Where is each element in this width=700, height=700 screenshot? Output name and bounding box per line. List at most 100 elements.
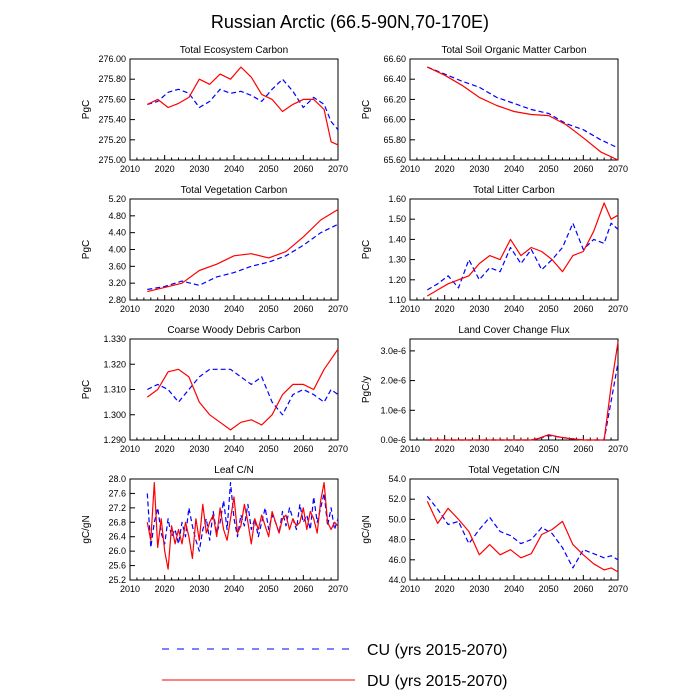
panel-title: Total Ecosystem Carbon [180,45,288,56]
series-line-du [427,66,619,161]
plot-frame [409,478,619,581]
legend-cu-label: CU (yrs 2015-2070) [367,642,508,659]
plot-frame [129,58,339,161]
x-tick-label: 2040 [504,444,524,454]
chart-panel: Coarse Woody Debris Carbon PgC 2010 2020 203… [81,325,348,454]
x-tick-label: 2010 [120,164,140,174]
chart-panel: Total Litter Carbon PgC 2010 2020 2030 2040 20… [361,185,628,314]
y-tick-label: 3.60 [108,261,126,271]
x-tick-label: 2040 [224,444,244,454]
y-tick-label: 2.80 [108,295,126,305]
y-tick-label: 54.0 [388,474,406,484]
y-tick-label: 28.0 [108,474,126,484]
y-tick-label: 275.60 [98,94,126,104]
x-tick-label: 2030 [469,304,489,314]
y-tick-label: 1.10 [388,295,406,305]
x-tick-label: 2010 [400,584,420,594]
x-tick-label: 2060 [293,444,313,454]
series-line-du [146,348,339,431]
chart-panel: Total Vegetation Carbon PgC 2010 2020 2030 20… [81,185,348,314]
y-tick-label: 65.80 [383,135,406,145]
y-axis-label: PgC [81,100,92,119]
y-tick-label: 1.20 [388,275,406,285]
plot-frame [409,198,619,301]
x-tick-label: 2060 [573,304,593,314]
series-line-du [426,202,619,297]
y-axis-label: PgC [361,240,372,259]
chart-panel: Total Vegetation C/N gC/gN 2010 2020 2030 204… [361,465,628,594]
x-tick-label: 2070 [328,584,348,594]
series-line-du [146,482,339,570]
x-tick-label: 2040 [504,584,524,594]
y-tick-label: 25.6 [108,561,126,571]
y-tick-label: 66.60 [383,54,406,64]
x-tick-label: 2030 [189,444,209,454]
y-tick-label: 275.20 [98,135,126,145]
x-tick-label: 2030 [469,164,489,174]
x-tick-label: 2060 [573,444,593,454]
panel-title: Total Vegetation Carbon [181,185,288,196]
x-tick-label: 2020 [435,584,455,594]
y-tick-label: 26.8 [108,517,126,527]
x-tick-label: 2070 [328,304,348,314]
x-tick-label: 2010 [120,584,140,594]
chart-panel: Leaf C/N gC/gN 2010 2020 2030 2040 2050 2060 207… [81,465,348,594]
x-tick-label: 2060 [573,584,593,594]
panel-title: Total Soil Organic Matter Carbon [441,45,586,56]
panel-title: Leaf C/N [214,465,253,476]
y-tick-label: 0.0e-6 [380,435,406,445]
y-tick-label: 1.50 [388,214,406,224]
x-tick-label: 2060 [293,304,313,314]
y-tick-label: 4.80 [108,211,126,221]
x-tick-label: 2050 [259,444,279,454]
series-line-cu [426,495,619,569]
x-tick-label: 2020 [435,304,455,314]
y-tick-label: 1.300 [103,410,126,420]
y-tick-label: 1.310 [103,385,126,395]
y-tick-label: 27.2 [108,503,126,513]
y-tick-label: 1.60 [388,194,406,204]
panel-title: Total Litter Carbon [473,185,555,196]
plot-frame [409,338,619,441]
x-tick-label: 2020 [435,444,455,454]
x-tick-label: 2070 [608,444,628,454]
y-tick-label: 275.00 [98,155,126,165]
y-tick-label: 52.0 [388,494,406,504]
chart-panel: Total Soil Organic Matter Carbon PgC 2010 2… [361,45,628,174]
y-tick-label: 1.30 [388,255,406,265]
y-tick-label: 3.20 [108,278,126,288]
y-tick-label: 66.20 [383,94,406,104]
x-tick-label: 2050 [259,304,279,314]
series-line-cu [147,223,339,291]
x-tick-label: 2040 [224,164,244,174]
series-line-cu [427,362,619,441]
y-axis-label: PgC [81,380,92,399]
plot-frame [129,198,339,301]
y-tick-label: 44.0 [388,575,406,585]
x-tick-label: 2040 [224,584,244,594]
y-tick-label: 4.40 [108,228,126,238]
y-tick-label: 26.4 [108,532,126,542]
y-axis-label: PgC [361,100,372,119]
x-tick-label: 2060 [573,164,593,174]
x-tick-label: 2050 [539,304,559,314]
y-tick-label: 25.2 [108,575,126,585]
plot-frame [129,338,339,441]
x-tick-label: 2010 [120,444,140,454]
panel-title: Land Cover Change Flux [458,325,569,336]
y-tick-label: 48.0 [388,535,406,545]
x-tick-label: 2050 [539,444,559,454]
y-axis-label: gC/gN [361,515,372,543]
series-line-cu [146,482,339,552]
y-tick-label: 1.40 [388,234,406,244]
chart-panel: Land Cover Change Flux PgC/y 2010 2020 2030 2… [361,325,628,454]
y-tick-label: 1.320 [103,359,126,369]
main-title: Russian Arctic (66.5-90N,70-170E) [211,12,489,32]
panel-title: Coarse Woody Debris Carbon [167,325,300,336]
y-tick-label: 275.40 [98,115,126,125]
y-axis-label: gC/gN [81,515,92,543]
x-tick-label: 2030 [189,164,209,174]
x-tick-label: 2050 [259,164,279,174]
y-tick-label: 275.80 [98,74,126,84]
x-tick-label: 2050 [539,584,559,594]
